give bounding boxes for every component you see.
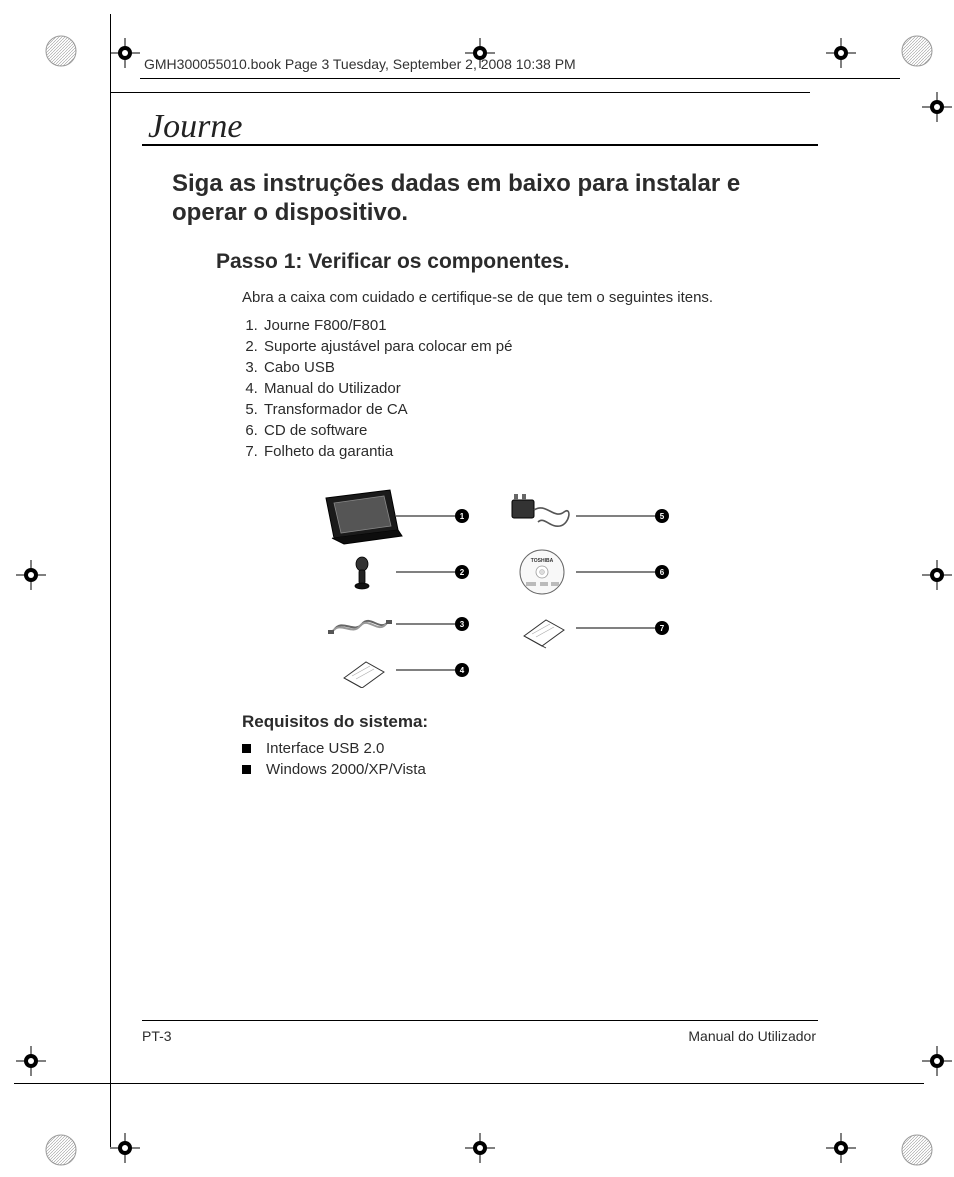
crop-mark-icon xyxy=(110,38,140,68)
registration-mark-icon xyxy=(44,1133,78,1167)
intro-text: Abra a caixa com cuidado e certifique-se… xyxy=(242,288,772,308)
header-book-tag: GMH300055010.book Page 3 Tuesday, Septem… xyxy=(144,56,576,72)
footer-doc-title: Manual do Utilizador xyxy=(688,1028,816,1044)
crop-mark-icon xyxy=(826,38,856,68)
brand-rule xyxy=(142,144,818,146)
list-item: Folheto da garantia xyxy=(262,443,812,460)
crop-mark-icon xyxy=(922,92,952,122)
list-item: Manual do Utilizador xyxy=(262,380,812,397)
crop-mark-icon xyxy=(922,1046,952,1076)
svg-text:7: 7 xyxy=(660,624,665,633)
svg-text:2: 2 xyxy=(460,568,465,577)
list-item: Windows 2000/XP/Vista xyxy=(242,761,812,778)
crop-mark-icon xyxy=(922,560,952,590)
crop-mark-icon xyxy=(110,1133,140,1163)
list-item: Cabo USB xyxy=(262,359,812,376)
svg-text:1: 1 xyxy=(460,512,465,521)
svg-text:TOSHIBA: TOSHIBA xyxy=(531,558,554,564)
header-rule xyxy=(140,78,900,79)
requirements-list: Interface USB 2.0 Windows 2000/XP/Vista xyxy=(242,740,812,778)
list-item: Interface USB 2.0 xyxy=(242,740,812,757)
registration-mark-icon xyxy=(44,34,78,68)
registration-mark-icon xyxy=(900,1133,934,1167)
crop-mark-icon xyxy=(16,560,46,590)
crop-mark-icon xyxy=(465,1133,495,1163)
list-item: Suporte ajustável para colocar em pé xyxy=(262,338,812,355)
svg-text:6: 6 xyxy=(660,568,665,577)
requirements-title: Requisitos do sistema: xyxy=(242,712,812,732)
step-title: Passo 1: Verificar os componentes. xyxy=(216,250,812,274)
component-list: Journe F800/F801 Suporte ajustável para … xyxy=(242,317,812,460)
crop-mark-icon xyxy=(826,1133,856,1163)
footer-rule xyxy=(142,1020,818,1021)
content-area: Siga as instruções dadas em baixo para i… xyxy=(172,170,812,782)
footer-page-number: PT-3 xyxy=(142,1028,172,1044)
components-diagram: 1 2 3 4 5 TOSHIBA 6 7 xyxy=(322,478,812,688)
list-item: Transformador de CA xyxy=(262,401,812,418)
list-item: CD de software xyxy=(262,422,812,439)
registration-mark-icon xyxy=(900,34,934,68)
list-item: Journe F800/F801 xyxy=(262,317,812,334)
svg-text:4: 4 xyxy=(460,666,465,675)
svg-text:3: 3 xyxy=(460,620,465,629)
brand-logo: Journe xyxy=(148,108,242,146)
svg-text:5: 5 xyxy=(660,512,665,521)
frame-bottom-line xyxy=(14,1083,924,1084)
page-title: Siga as instruções dadas em baixo para i… xyxy=(172,170,812,228)
crop-mark-icon xyxy=(16,1046,46,1076)
